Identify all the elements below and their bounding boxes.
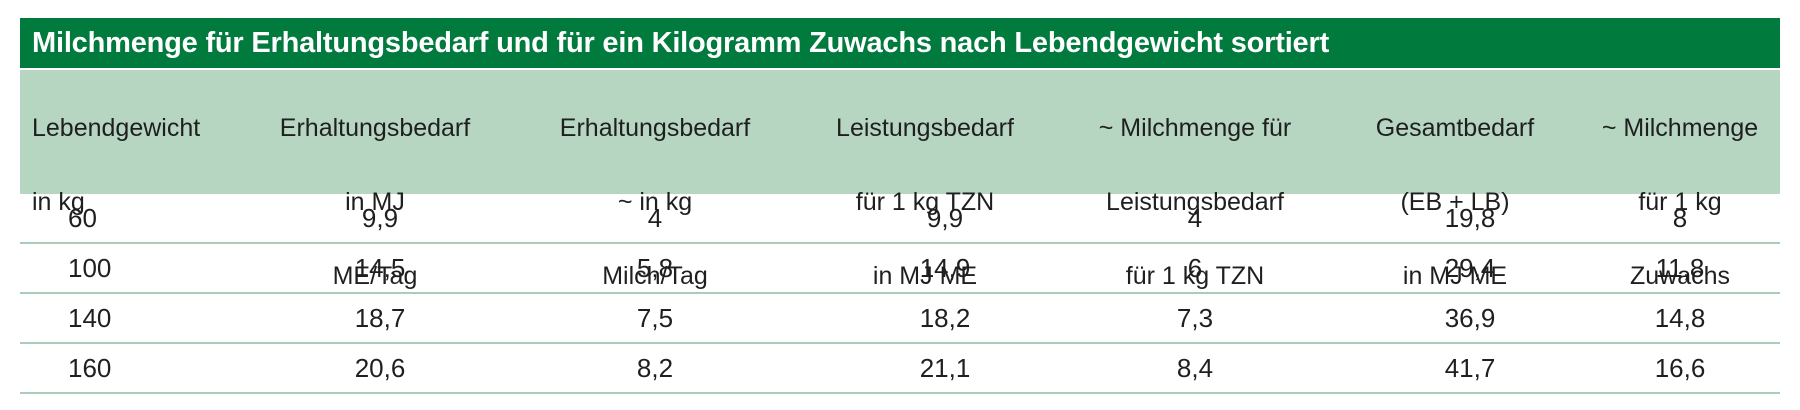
table-cell: 36,9 [1444, 303, 1496, 333]
header-line: Leistungsbedarf [1106, 188, 1284, 216]
header-line: Milch/Tag [602, 262, 708, 290]
table-cell: 6 [1187, 253, 1203, 283]
table-cell: 140 [68, 303, 112, 333]
header-line: in MJ ME [1402, 262, 1508, 290]
table-cell: 19,8 [1444, 203, 1496, 233]
table-row: 160 20,6 8,2 21,1 8,4 41,7 16,6 [20, 344, 1780, 394]
header-line: für 1 kg [1638, 188, 1722, 216]
table-cell: 9,9 [361, 203, 399, 233]
header-line: ~ Milchmenge [1601, 114, 1759, 142]
table-cell: 11,8 [1655, 253, 1705, 283]
table-cell: 100 [68, 253, 112, 283]
table-cell: 18,2 [919, 303, 971, 333]
header-milchmenge-leistungsbedarf: ~ Milchmenge für Leistungsbedarf für 1 k… [1060, 70, 1330, 290]
table-cell: 4 [1187, 203, 1203, 233]
header-line: ME/Tag [332, 262, 418, 290]
table-cell: 14,8 [1654, 303, 1706, 333]
table-cell: 41,7 [1444, 353, 1496, 383]
table-cell: 16,6 [1654, 353, 1706, 383]
table-cell: 21,1 [919, 353, 971, 383]
table-cell: 14,9 [919, 253, 971, 283]
header-line: (EB + LB) [1400, 188, 1510, 216]
table-cell: 60 [68, 203, 97, 233]
header-line: Erhaltungsbedarf [559, 114, 751, 142]
table-cell: 18,7 [354, 303, 406, 333]
table-cell: 14,5 [354, 253, 406, 283]
table-cell: 4 [647, 203, 663, 233]
header-line: für 1 kg TZN [1125, 262, 1265, 290]
table-cell: 5,8 [636, 253, 674, 283]
table-cell: 7,5 [636, 303, 674, 333]
table-header-row: Lebendgewicht in kg Erhaltungsbedarf in … [20, 68, 1780, 290]
header-milchmenge-zuwachs: ~ Milchmenge für 1 kg Zuwachs [1580, 70, 1780, 290]
table-cell: 8,4 [1176, 353, 1214, 383]
table-row: 100 14,5 5,8 14,9 6 29,4 11,8 [20, 244, 1780, 294]
header-line: ~ Milchmenge für [1098, 114, 1292, 142]
header-line: in MJ [345, 188, 405, 216]
table-title: Milchmenge für Erhaltungsbedarf und für … [20, 18, 1780, 68]
header-line: Gesamtbedarf [1375, 114, 1535, 142]
header-line: Lebendgewicht [32, 114, 201, 142]
header-line: Erhaltungsbedarf [279, 114, 471, 142]
table-cell: 29,4 [1444, 253, 1496, 283]
header-line: Leistungsbedarf [836, 114, 1014, 142]
header-line: ~ in kg [617, 188, 693, 216]
header-line: in kg [32, 188, 85, 216]
header-gesamtbedarf: Gesamtbedarf (EB + LB) in MJ ME [1330, 70, 1580, 290]
header-line: in MJ ME [872, 262, 978, 290]
table-cell: 7,3 [1176, 303, 1214, 333]
header-line: für 1 kg TZN [855, 188, 995, 216]
header-erhaltungsbedarf-mj: Erhaltungsbedarf in MJ ME/Tag [230, 70, 520, 290]
header-leistungsbedarf: Leistungsbedarf für 1 kg TZN in MJ ME [790, 70, 1060, 290]
header-erhaltungsbedarf-milch: Erhaltungsbedarf ~ in kg Milch/Tag [520, 70, 790, 290]
header-line: Zuwachs [1629, 262, 1731, 290]
header-lebendgewicht: Lebendgewicht in kg [20, 70, 230, 216]
table-cell: 20,6 [354, 353, 406, 383]
table-cell: 8 [1672, 203, 1688, 233]
table-cell: 9,9 [926, 203, 964, 233]
table-row: 140 18,7 7,5 18,2 7,3 36,9 14,8 [20, 294, 1780, 344]
data-table: Milchmenge für Erhaltungsbedarf und für … [20, 18, 1780, 394]
table-row: 60 9,9 4 9,9 4 19,8 8 [20, 194, 1780, 244]
table-cell: 160 [68, 353, 112, 383]
table-cell: 8,2 [636, 353, 674, 383]
